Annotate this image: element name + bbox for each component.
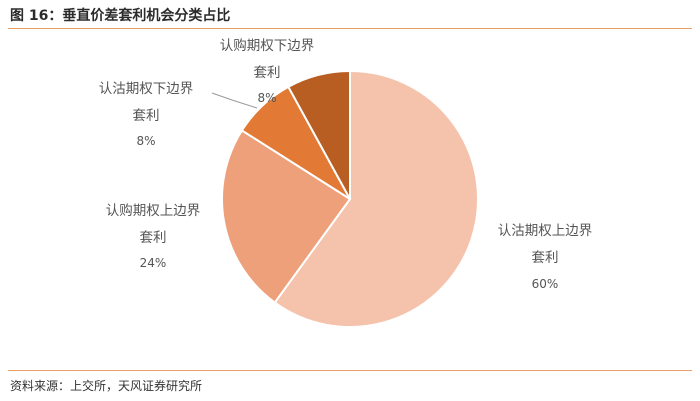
slice-label-call-upper-line2: 套利	[140, 230, 167, 246]
pie-slice-call-upper	[221, 129, 352, 304]
slice-label-put-upper-line1: 认沽期权上边界	[498, 222, 593, 239]
pie-slice-call-lower	[286, 69, 351, 200]
leader-line-put-lower	[211, 92, 258, 109]
source-divider	[8, 370, 692, 371]
slice-label-put-upper-line2: 套利	[532, 250, 559, 266]
slice-label-call-lower-line2: 套利	[254, 65, 281, 81]
figure-title: 图 16：垂直价差套利机会分类占比	[10, 8, 231, 24]
slice-label-call-upper-line1: 认购期权上边界	[106, 202, 201, 219]
slice-label-put-lower-line2: 套利	[133, 108, 160, 124]
slice-percent-put-upper: 60%	[532, 277, 559, 291]
pie-slice-put-upper	[273, 69, 479, 328]
leader-lines	[211, 92, 258, 109]
slice-label-call-lower-line1: 认购期权下边界	[220, 37, 315, 54]
slice-label-put-lower-line1: 认沽期权下边界	[99, 80, 194, 97]
source-note: 资料来源：上交所，天风证券研究所	[10, 379, 203, 393]
title-divider	[8, 28, 692, 29]
slice-percent-call-lower: 8%	[257, 91, 276, 105]
slice-percent-put-lower: 8%	[136, 134, 155, 148]
slice-percent-call-upper: 24%	[140, 256, 167, 270]
slice-labels: 认沽期权上边界 套利 60% 认购期权上边界 套利 24% 认沽期权下边界 套利…	[99, 37, 593, 291]
pie-slices	[221, 69, 479, 328]
